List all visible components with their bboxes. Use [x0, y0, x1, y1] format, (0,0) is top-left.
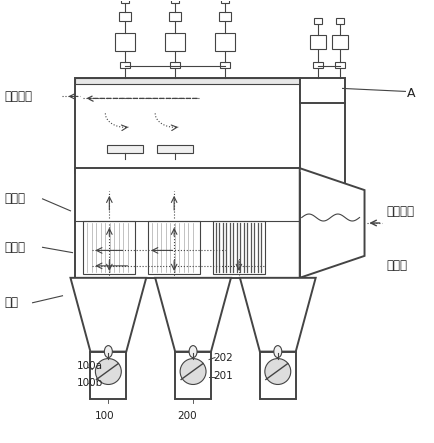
Text: 净化烟气: 净化烟气 [5, 90, 33, 103]
Bar [332, 35, 348, 49]
Text: 100a: 100a [76, 361, 102, 370]
Circle shape [95, 358, 122, 385]
Bar [300, 78, 345, 103]
Bar [76, 78, 300, 173]
Bar [165, 33, 185, 51]
Text: A: A [408, 87, 416, 100]
Bar [107, 145, 143, 153]
Bar [170, 62, 180, 69]
Text: 201: 201 [213, 370, 233, 381]
Circle shape [265, 358, 291, 385]
Bar [314, 18, 322, 23]
Bar [213, 221, 265, 274]
Text: 202: 202 [213, 353, 233, 362]
Text: 100: 100 [95, 412, 114, 421]
Bar [157, 145, 193, 153]
Bar [83, 221, 135, 274]
Bar [90, 352, 126, 400]
Polygon shape [300, 168, 365, 278]
Bar [115, 33, 135, 51]
Bar [219, 12, 231, 21]
Bar [148, 221, 200, 274]
Bar [335, 18, 344, 23]
Text: 电场区: 电场区 [386, 259, 408, 272]
Text: 净气室: 净气室 [5, 192, 26, 206]
Polygon shape [155, 278, 231, 352]
Bar [122, 0, 129, 3]
Bar [169, 12, 181, 21]
Circle shape [180, 358, 206, 385]
Bar [171, 0, 179, 3]
Bar [220, 62, 230, 69]
Polygon shape [70, 278, 146, 352]
Bar [335, 62, 345, 69]
Text: 100b: 100b [76, 378, 103, 389]
Ellipse shape [104, 346, 112, 358]
Bar [76, 168, 300, 278]
Bar [119, 12, 131, 21]
Text: 含尘烟气: 含尘烟气 [386, 205, 414, 218]
Text: 200: 200 [177, 412, 197, 421]
Ellipse shape [189, 346, 197, 358]
Bar [260, 352, 296, 400]
Text: 滤袋区: 滤袋区 [5, 241, 26, 254]
Bar [76, 78, 300, 85]
Bar [221, 0, 229, 3]
Bar [175, 352, 211, 400]
Polygon shape [240, 278, 316, 352]
Bar [312, 62, 322, 69]
Text: 灰斗: 灰斗 [5, 296, 19, 309]
Bar [215, 33, 235, 51]
Bar [120, 62, 130, 69]
Bar [310, 35, 326, 49]
Ellipse shape [274, 346, 282, 358]
